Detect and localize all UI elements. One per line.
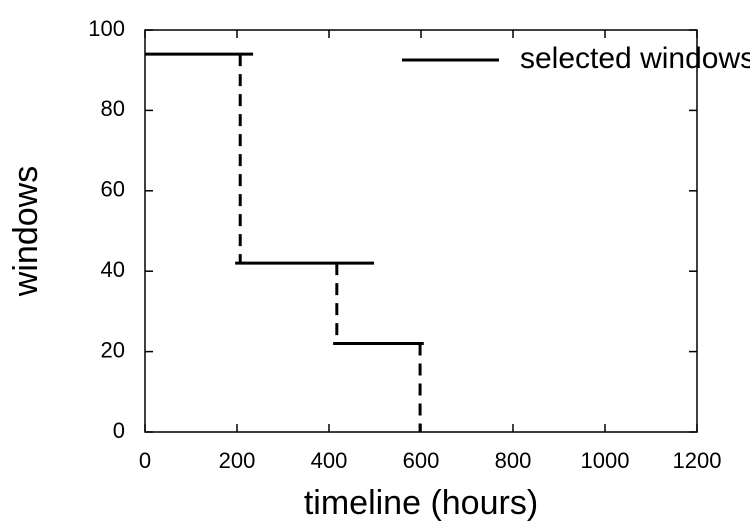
x-tick-label: 0 (139, 448, 151, 473)
y-tick-label: 40 (101, 257, 125, 282)
x-tick-label: 200 (219, 448, 256, 473)
y-axis-label: windows (7, 166, 45, 297)
y-tick-label: 20 (101, 337, 125, 362)
x-axis-label: timeline (hours) (304, 484, 538, 522)
x-tick-label: 600 (403, 448, 440, 473)
y-tick-label: 60 (101, 177, 125, 202)
x-tick-label: 1200 (673, 448, 722, 473)
y-tick-label: 0 (113, 418, 125, 443)
x-tick-label: 800 (495, 448, 532, 473)
y-tick-label: 100 (88, 16, 125, 41)
y-tick-label: 80 (101, 96, 125, 121)
x-tick-label: 400 (311, 448, 348, 473)
x-tick-label: 1000 (581, 448, 630, 473)
legend-label: selected windows (520, 42, 750, 75)
